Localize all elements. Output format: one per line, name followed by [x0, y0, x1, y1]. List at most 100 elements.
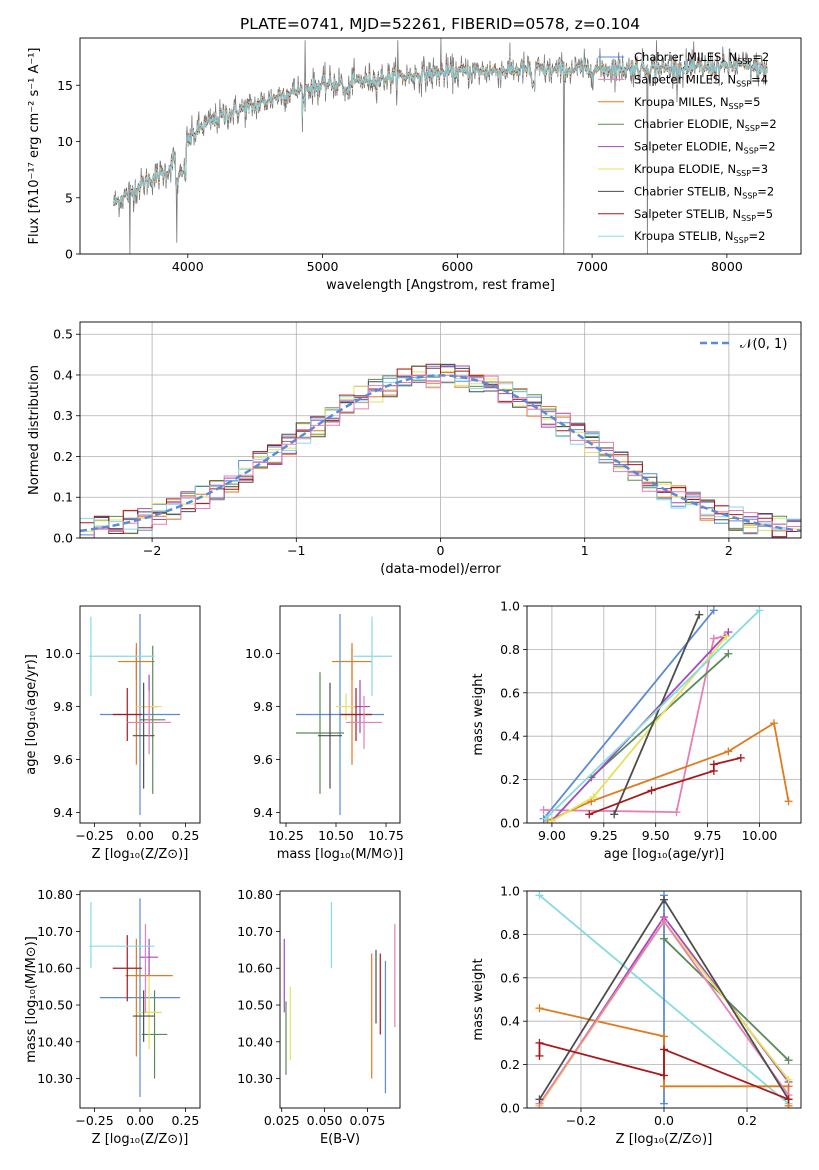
y-tick-label: 10.0 — [45, 646, 73, 661]
y-tick-label: 9.4 — [53, 805, 73, 820]
x-tick-label: 0.00 — [126, 828, 154, 843]
y-tick-label: 10.70 — [37, 924, 73, 939]
legend-label: Salpeter ELODIE, NSSP=2 — [634, 140, 776, 156]
y-tick-label: 0.8 — [500, 927, 520, 942]
y-tick-label: 0.2 — [53, 449, 73, 464]
x-axis-label: Z [log₁₀(Z/Z⊙)] — [92, 1132, 189, 1147]
plot-area-age_vs_Z — [89, 613, 180, 816]
x-tick-label: 10.25 — [268, 828, 304, 843]
legend-label: Chabrier STELIB, NSSP=2 — [634, 184, 774, 200]
axes-frame — [279, 890, 401, 1109]
plot-area-massweight_vs_age — [539, 606, 793, 823]
x-tick-label: 10.00 — [742, 828, 778, 843]
y-axis-label: Normed distribution — [27, 365, 42, 495]
plot-area-mass_vs_Z — [89, 898, 180, 1097]
panel-age_vs_Z: −0.25 0.00 0.25 9.4 9.6 9.8 10.0 Z [log₁₀(Z/Z⊙)… — [24, 605, 201, 862]
y-tick-label: 9.4 — [253, 805, 273, 820]
x-tick-label: 9.75 — [694, 828, 722, 843]
y-tick-label: 1.0 — [500, 599, 520, 614]
gaussian-reference-line — [80, 374, 801, 533]
spectrum-model-line — [113, 56, 768, 209]
y-tick-label: 0.2 — [500, 772, 520, 787]
y-tick-label: 10.0 — [245, 646, 273, 661]
y-tick-label: 9.6 — [53, 752, 73, 767]
x-tick-label: 5000 — [307, 259, 339, 274]
y-tick-label: 0.5 — [53, 327, 73, 342]
x-tick-label: 0.25 — [172, 1113, 200, 1128]
axes-frame — [526, 605, 802, 824]
y-tick-label: 10 — [57, 134, 73, 149]
legend-label: Kroupa STELIB, NSSP=2 — [634, 229, 765, 245]
x-tick-label: 10.50 — [318, 828, 354, 843]
y-tick-label: 10.30 — [237, 1071, 273, 1086]
y-tick-label: 1.0 — [500, 884, 520, 899]
y-tick-label: 0.4 — [53, 367, 73, 382]
plot-area-massweight_vs_Z — [535, 891, 793, 1108]
x-tick-label: 0 — [437, 543, 445, 558]
panel-age_vs_mass: 10.25 10.50 10.75 9.4 9.6 9.8 10.0 mass [log₁₀(… — [245, 605, 404, 862]
y-tick-label: 9.8 — [253, 699, 273, 714]
y-tick-label: 0.4 — [500, 729, 520, 744]
legend-label: Chabrier MILES, NSSP=2 — [634, 50, 769, 66]
axes-frame — [79, 890, 201, 1109]
plot-area-mass_vs_ebv — [283, 902, 396, 1094]
y-tick-label: 15 — [57, 78, 73, 93]
y-tick-label: 5 — [65, 190, 73, 205]
x-axis-label: age [log₁₀(age/yr)] — [604, 847, 725, 862]
y-tick-label: 0.0 — [500, 816, 520, 831]
y-tick-label: 0.1 — [53, 490, 73, 505]
y-tick-label: 10.80 — [37, 887, 73, 902]
panel-massweight_vs_Z: −0.2 0.0 0.2 0.0 0.2 0.4 0.6 0.8 1.0 Z [log₁₀(Z/Z… — [471, 884, 802, 1147]
x-tick-label: −1 — [287, 543, 305, 558]
axes-frame — [526, 890, 802, 1109]
y-tick-label: 0 — [65, 247, 73, 262]
y-tick-label: 10.50 — [37, 998, 73, 1013]
panel-mass_vs_ebv: 0.025 0.050 0.075 10.30 10.40 10.50 10.60 10.70… — [237, 887, 401, 1147]
y-tick-label: 10.80 — [237, 887, 273, 902]
x-axis-label: Z [log₁₀(Z/Z⊙)] — [92, 847, 189, 862]
y-tick-label: 0.0 — [500, 1101, 520, 1116]
y-tick-label: 0.4 — [500, 1014, 520, 1029]
y-axis-label: mass weight — [471, 958, 486, 1040]
x-tick-label: 8000 — [711, 259, 743, 274]
panel-spectrum: 4000 5000 6000 7000 8000 0 5 10 15 wavelength [An… — [27, 37, 802, 293]
y-tick-label: 0.8 — [500, 642, 520, 657]
mass-weight-series-line — [545, 609, 761, 820]
x-tick-label: −0.25 — [75, 828, 113, 843]
x-tick-label: 0.2 — [737, 1113, 757, 1128]
axes-frame — [79, 605, 201, 824]
legend-label: Chabrier ELODIE, NSSP=2 — [634, 117, 777, 133]
y-tick-label: 0.2 — [500, 1057, 520, 1072]
x-tick-label: 0.025 — [264, 1113, 300, 1128]
x-tick-label: 0.00 — [126, 1113, 154, 1128]
y-tick-label: 0.6 — [500, 970, 520, 985]
axes-frame — [79, 37, 802, 255]
legend: Chabrier MILES, NSSP=2 Salpeter MILES, NS… — [598, 50, 777, 245]
y-tick-label: 0.0 — [53, 531, 73, 546]
legend-label: Kroupa ELODIE, NSSP=3 — [634, 162, 768, 178]
axes-frame — [279, 605, 401, 824]
x-tick-label: −0.25 — [75, 1113, 113, 1128]
x-tick-label: 0.0 — [654, 1113, 674, 1128]
plot-area-residual_hist — [80, 363, 801, 538]
y-tick-label: 0.3 — [53, 408, 73, 423]
panel-residual_hist: −2 −1 0 1 2 0.0 0.1 0.2 0.3 0.4 0.5 (data-model)/er… — [27, 321, 802, 577]
y-tick-label: 10.50 — [237, 998, 273, 1013]
panel-massweight_vs_age: 9.00 9.25 9.50 9.75 10.00 0.0 0.2 0.4 0.6 0.8 1.0 a… — [471, 599, 802, 862]
x-tick-label: 9.00 — [538, 828, 566, 843]
x-tick-label: 0.050 — [307, 1113, 343, 1128]
x-tick-label: 10.75 — [368, 828, 404, 843]
y-axis-label: Flux [fλ10⁻¹⁷ erg cm⁻² s⁻¹ A⁻¹] — [27, 48, 42, 245]
x-axis-label: Z [log₁₀(Z/Z⊙)] — [616, 1132, 713, 1147]
x-tick-label: 6000 — [441, 259, 473, 274]
y-tick-label: 9.6 — [253, 752, 273, 767]
x-axis-label: E(B-V) — [320, 1132, 360, 1147]
legend-label: Salpeter MILES, NSSP=4 — [634, 72, 768, 88]
x-tick-label: 9.25 — [590, 828, 618, 843]
legend-label: Kroupa MILES, NSSP=5 — [634, 95, 760, 111]
y-tick-label: 9.8 — [53, 699, 73, 714]
histogram-series-9 — [80, 374, 801, 538]
y-axis-label: age [log₁₀(age/yr)] — [24, 654, 39, 775]
x-tick-label: 2 — [725, 543, 733, 558]
